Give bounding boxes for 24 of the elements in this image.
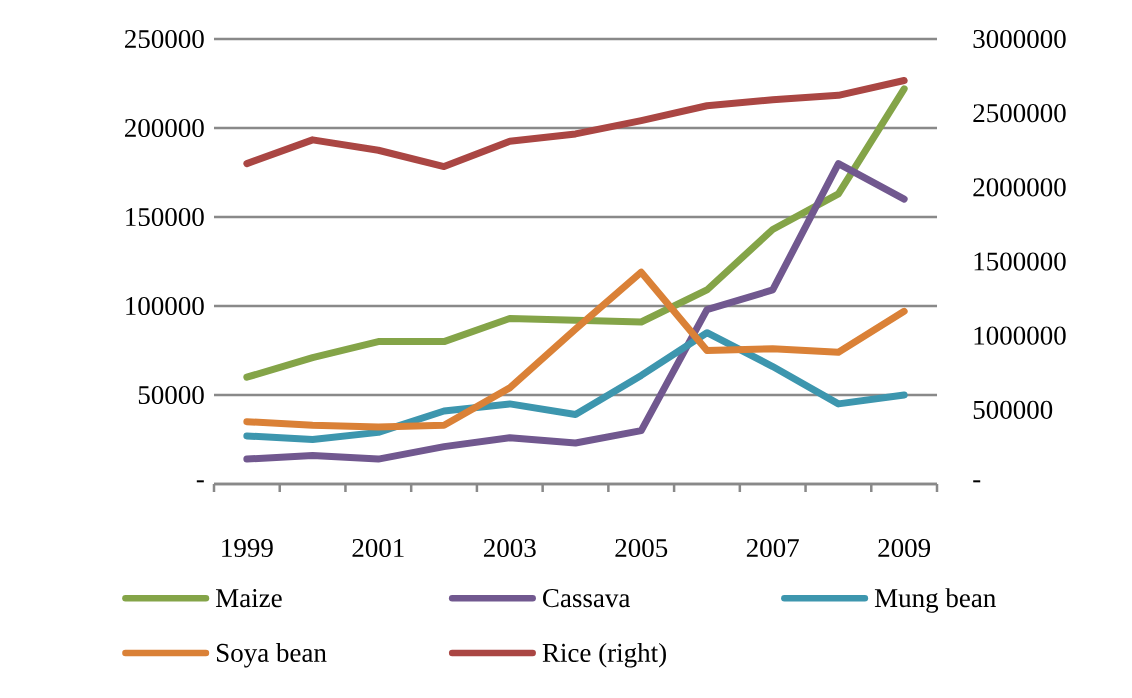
y2-tick-label: 2000000: [973, 178, 1066, 197]
y-tick-label: -: [196, 480, 204, 483]
x-tick-label: 2005: [615, 538, 668, 558]
legend-label: Soya bean: [217, 642, 327, 668]
legend-label: Mung bean: [874, 588, 996, 613]
legend-label: Rice (right): [542, 642, 666, 668]
legend-label: Maize: [215, 589, 282, 608]
y2-tick-label: 3000000: [973, 29, 1066, 49]
y2-tick-label: -: [973, 480, 981, 483]
y-tick-label: 150000: [126, 207, 204, 227]
x-tick-label: 2007: [746, 538, 799, 558]
x-tick-label: 2001: [352, 538, 404, 558]
x-tick-label: 2009: [878, 538, 931, 558]
y-tick-label: 100000: [126, 296, 204, 316]
y2-tick-label: 500000: [973, 400, 1053, 419]
y-tick-label: 50000: [138, 385, 204, 405]
y-tick-label: 200000: [124, 118, 204, 138]
legend-label: Cassava: [543, 589, 631, 608]
x-tick-label: 2003: [483, 538, 536, 558]
y2-tick-label: 2500000: [973, 104, 1066, 123]
y2-tick-label: 1000000: [974, 326, 1066, 345]
y2-tick-label: 1500000: [974, 252, 1066, 271]
x-tick-label: 1999: [222, 538, 273, 558]
y-tick-label: 250000: [124, 29, 204, 49]
